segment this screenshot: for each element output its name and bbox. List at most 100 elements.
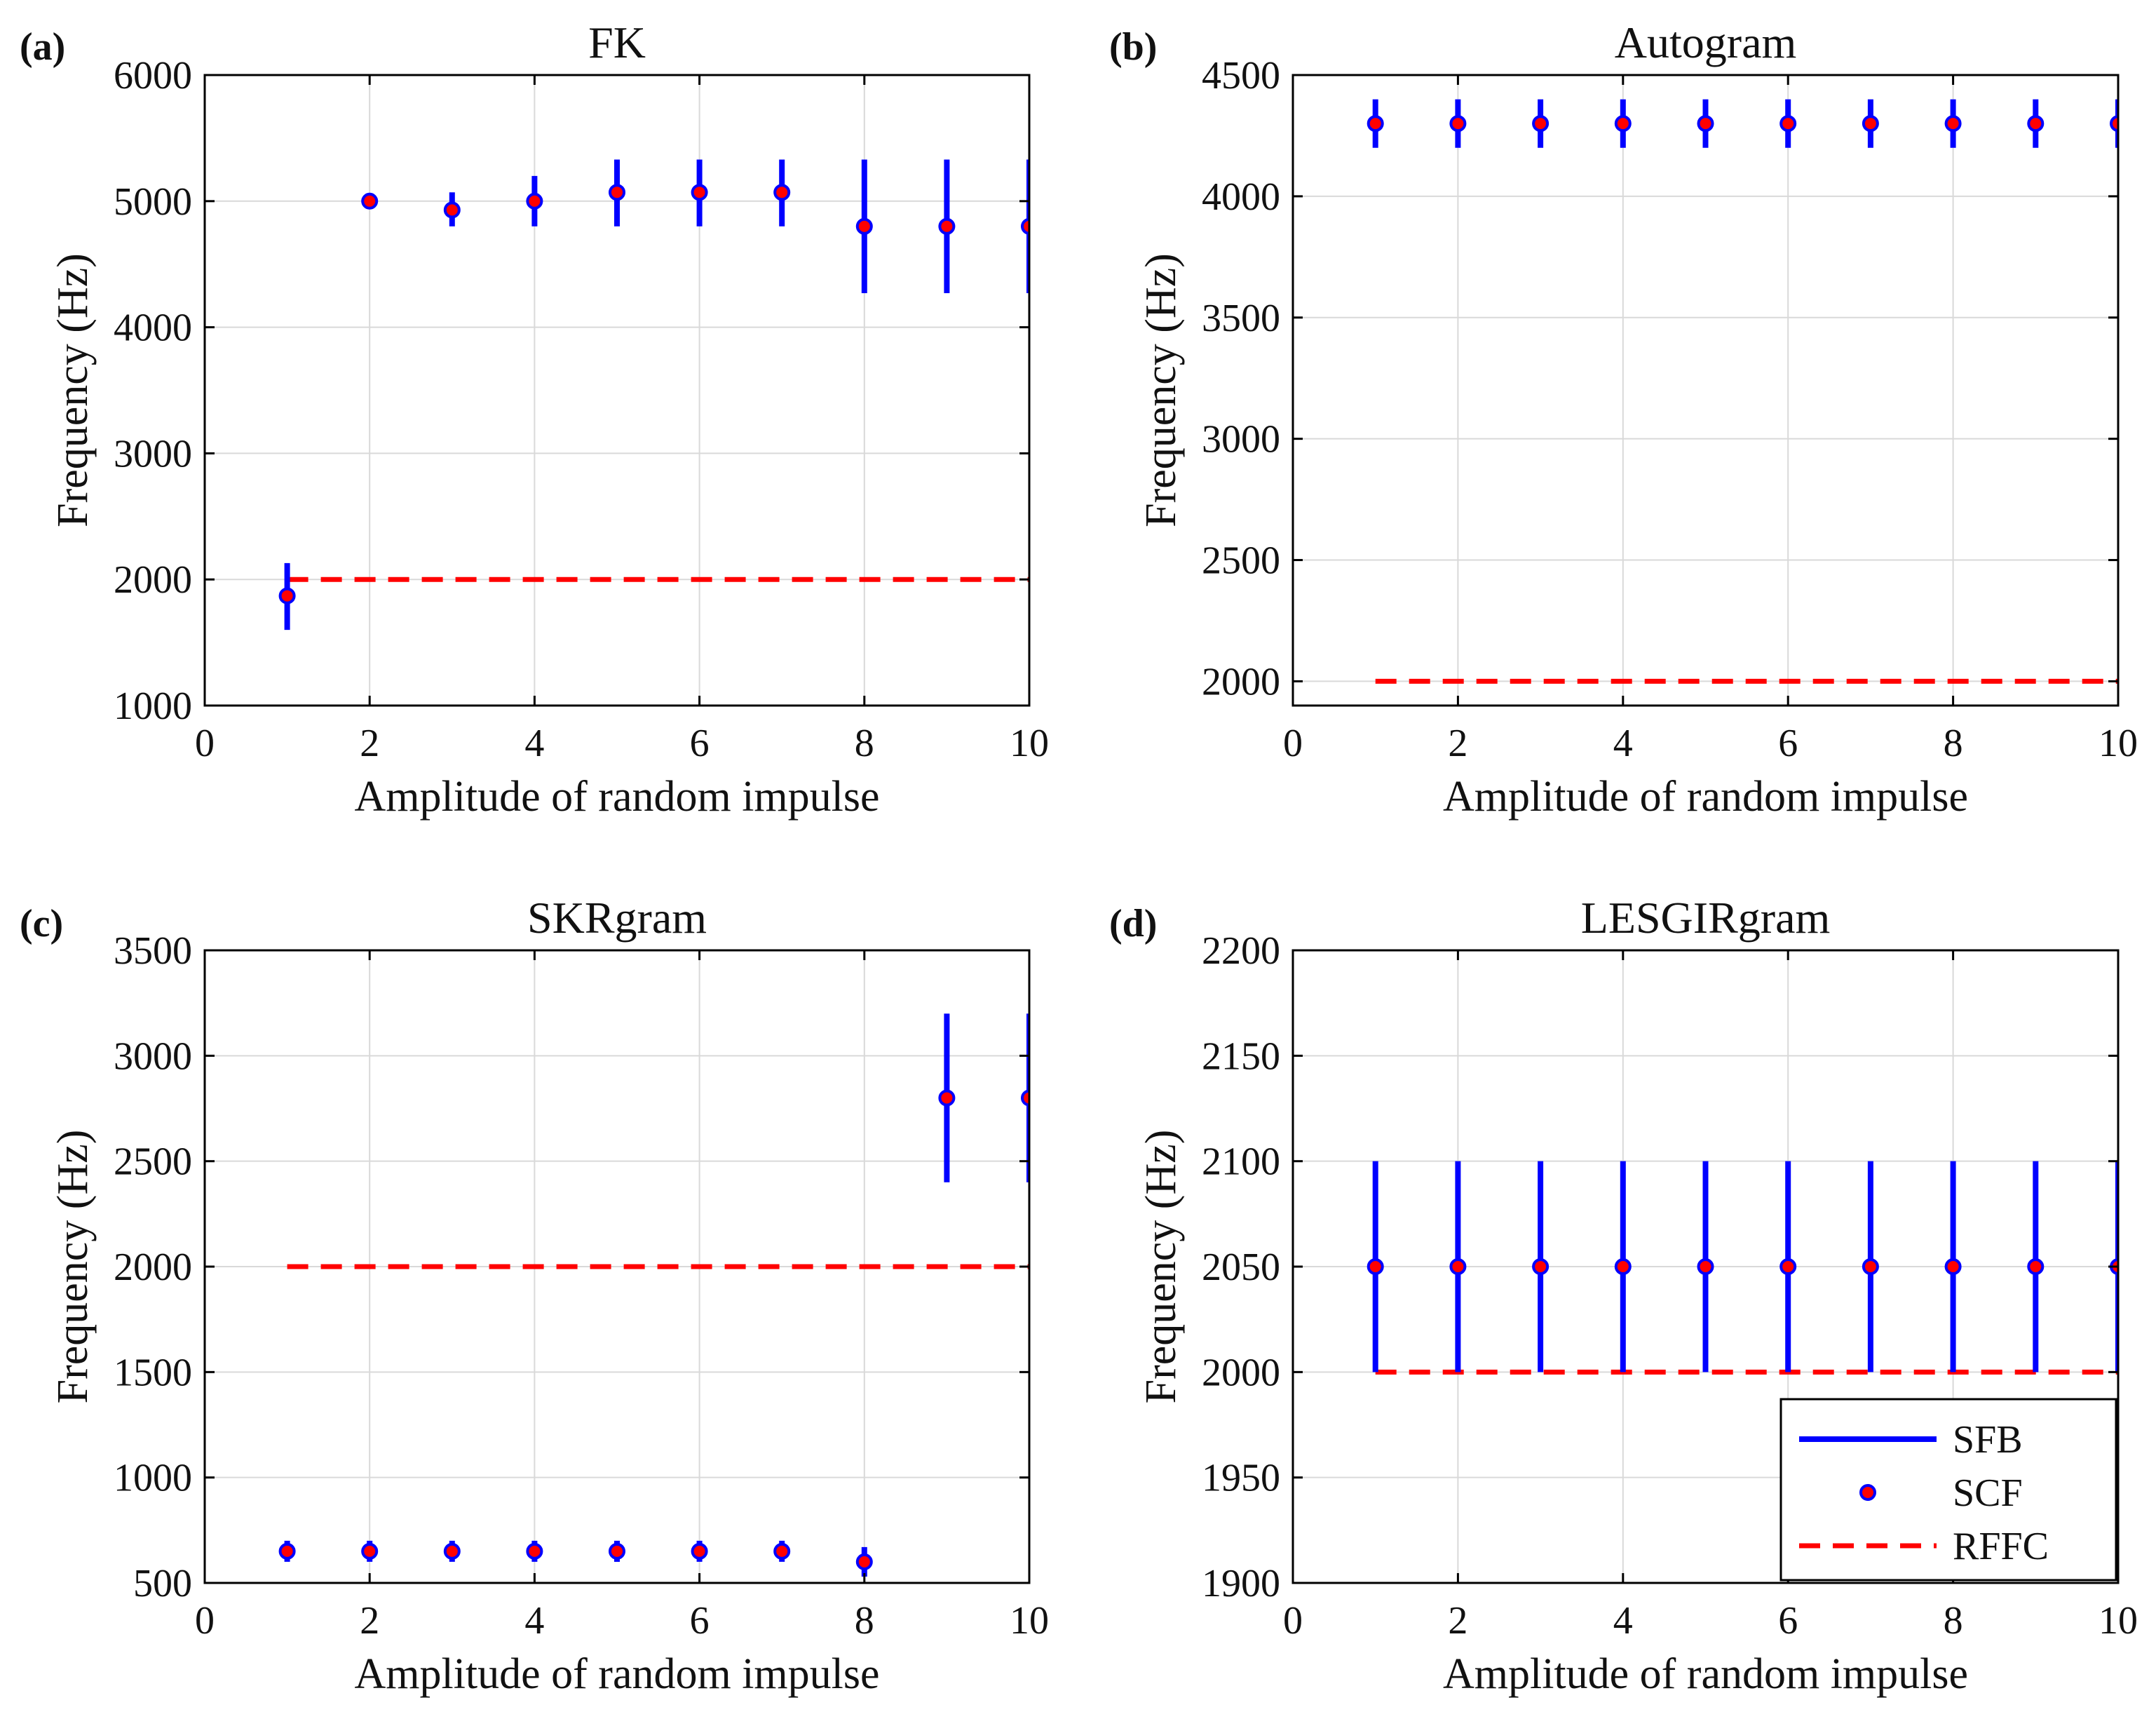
y-tick-label: 3500 — [1202, 297, 1280, 340]
legend-label: SFB — [1953, 1418, 2023, 1462]
scf-point — [1532, 115, 1550, 133]
scf-point — [2027, 115, 2045, 133]
y-tick-label: 1900 — [1202, 1562, 1280, 1605]
chart-title: Autogram — [1615, 18, 1797, 67]
y-tick-label: 2100 — [1202, 1140, 1280, 1184]
x-axis-label: Amplitude of random impulse — [1443, 1650, 1968, 1698]
x-tick-label: 2 — [1448, 1599, 1467, 1643]
scf-point — [1367, 115, 1384, 133]
y-tick-label: 1000 — [114, 1457, 192, 1500]
scf-point — [278, 587, 296, 605]
y-axis-label: Frequency (Hz) — [1137, 253, 1185, 527]
legend-label: RFFC — [1953, 1525, 2049, 1568]
scf-point — [609, 1542, 625, 1560]
y-tick-label: 5000 — [114, 180, 192, 224]
chart-title: SKRgram — [527, 893, 707, 943]
y-tick-label: 2000 — [1202, 1351, 1280, 1394]
scf-point — [773, 1542, 791, 1560]
y-tick-label: 1950 — [1202, 1457, 1280, 1500]
x-tick-label: 0 — [1283, 722, 1303, 765]
y-tick-label: 1500 — [114, 1351, 192, 1394]
panel-label: (c) — [20, 902, 63, 945]
x-axis-label: Amplitude of random impulse — [354, 773, 879, 821]
x-tick-label: 4 — [1613, 1599, 1633, 1643]
y-tick-label: 2500 — [1202, 539, 1280, 583]
x-tick-label: 8 — [1944, 722, 1963, 765]
x-tick-label: 0 — [195, 722, 215, 765]
data-layer — [278, 1013, 1029, 1577]
panel-label: (a) — [20, 25, 65, 69]
scf-point — [1862, 115, 1879, 133]
scf-point — [1449, 1258, 1467, 1275]
legend-scf-swatch — [1859, 1484, 1876, 1501]
x-tick-label: 6 — [1778, 722, 1798, 765]
x-tick-label: 4 — [524, 1599, 544, 1643]
scf-point — [691, 1542, 708, 1560]
scf-point — [526, 192, 543, 210]
scf-point — [2110, 115, 2118, 133]
plot-background — [1293, 75, 2118, 706]
x-tick-label: 6 — [1778, 1599, 1798, 1643]
y-tick-label: 2200 — [1202, 929, 1280, 973]
x-tick-label: 6 — [690, 1599, 710, 1643]
scf-point — [1697, 1258, 1714, 1275]
axes-box — [203, 74, 1031, 707]
chart-panel-1: 0 2 4 6 8 10 1000 2000 3000 4000 5000 6000 FK (a) Ampl… — [20, 18, 1049, 821]
y-axis-label: Frequency (Hz) — [49, 1130, 97, 1404]
x-tick-label: 10 — [1010, 722, 1049, 765]
x-tick-label: 10 — [2099, 1599, 2138, 1643]
scf-point — [526, 1542, 543, 1560]
x-tick-label: 0 — [1283, 1599, 1303, 1643]
scf-point — [1862, 1258, 1879, 1275]
x-axis-label: Amplitude of random impulse — [1443, 773, 1968, 821]
y-tick-label: 6000 — [114, 54, 192, 97]
scf-point — [361, 192, 379, 210]
scf-point — [1449, 115, 1467, 133]
scf-point — [278, 1542, 296, 1560]
scf-point — [1779, 1258, 1797, 1275]
x-tick-label: 8 — [1944, 1599, 1963, 1643]
scf-point — [1367, 1258, 1384, 1275]
x-tick-label: 10 — [1010, 1599, 1049, 1643]
data-layer — [278, 159, 1029, 631]
chart-panel-4: 0 2 4 6 8 10 1900 1950 2000 2050 2100 2150 2200 LESGI… — [1109, 893, 2138, 1698]
data-layer — [1367, 99, 2118, 684]
x-tick-label: 8 — [855, 1599, 874, 1643]
y-tick-label: 2150 — [1202, 1034, 1280, 1078]
y-tick-label: 2000 — [114, 558, 192, 602]
chart-title: LESGIRgram — [1581, 893, 1831, 943]
y-tick-label: 2050 — [1202, 1246, 1280, 1289]
scf-point — [1532, 1258, 1550, 1275]
y-tick-label: 500 — [133, 1562, 192, 1605]
scf-point — [691, 184, 708, 201]
x-axis-label: Amplitude of random impulse — [354, 1650, 879, 1698]
y-tick-label: 2000 — [1202, 660, 1280, 703]
y-tick-label: 3500 — [114, 929, 192, 973]
y-tick-label: 2500 — [114, 1140, 192, 1184]
y-tick-label: 3000 — [114, 432, 192, 476]
legend-box — [1779, 1398, 2117, 1582]
x-tick-label: 4 — [1613, 722, 1633, 765]
scf-point — [1614, 115, 1632, 133]
chart-panel-3: 0 2 4 6 8 10 500 1000 1500 2000 2500 3000 3500 SKRgra… — [20, 893, 1049, 1698]
y-tick-label: 1000 — [114, 685, 192, 728]
y-tick-label: 3000 — [114, 1034, 192, 1078]
y-tick-label: 4000 — [1202, 175, 1280, 219]
scf-point — [938, 1089, 956, 1107]
y-tick-label: 2000 — [114, 1246, 192, 1289]
scf-point — [609, 184, 625, 201]
scf-point — [1697, 115, 1714, 133]
x-tick-label: 10 — [2099, 722, 2138, 765]
chart-title: FK — [588, 18, 646, 67]
scf-point — [2027, 1258, 2045, 1275]
y-axis-label: Frequency (Hz) — [1137, 1130, 1185, 1404]
scf-point — [1021, 217, 1029, 235]
legend: SFB SCF RFFC — [1779, 1398, 2117, 1582]
scf-point — [773, 184, 791, 201]
scf-point — [938, 217, 956, 235]
y-tick-label: 4000 — [114, 306, 192, 350]
data-layer — [1367, 1161, 2118, 1375]
axes-box — [1291, 74, 2120, 707]
